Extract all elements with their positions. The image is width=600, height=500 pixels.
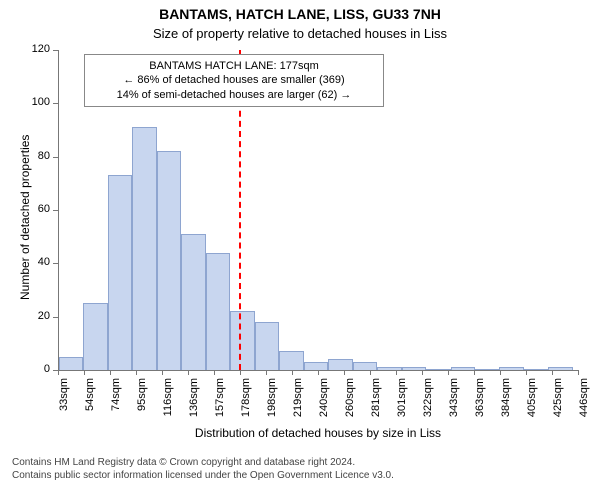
x-tick-mark bbox=[370, 370, 371, 375]
histogram-bar bbox=[157, 151, 181, 370]
x-tick-mark bbox=[474, 370, 475, 375]
y-tick-mark bbox=[53, 103, 58, 104]
y-tick-label: 80 bbox=[20, 150, 50, 162]
histogram-bar bbox=[59, 357, 83, 370]
y-tick-mark bbox=[53, 263, 58, 264]
x-tick-label: 95sqm bbox=[136, 378, 148, 428]
x-tick-label: 281sqm bbox=[370, 378, 382, 428]
y-tick-label: 60 bbox=[20, 203, 50, 215]
x-tick-mark bbox=[344, 370, 345, 375]
histogram-bar bbox=[328, 359, 352, 370]
x-tick-label: 157sqm bbox=[214, 378, 226, 428]
chart-title-sub: Size of property relative to detached ho… bbox=[0, 26, 600, 41]
y-tick-mark bbox=[53, 210, 58, 211]
histogram-bar bbox=[451, 367, 475, 370]
x-tick-label: 198sqm bbox=[266, 378, 278, 428]
histogram-bar bbox=[181, 234, 205, 370]
histogram-bar bbox=[377, 367, 401, 370]
histogram-bar bbox=[255, 322, 279, 370]
histogram-bar bbox=[132, 127, 156, 370]
x-tick-mark bbox=[214, 370, 215, 375]
x-tick-mark bbox=[500, 370, 501, 375]
histogram-bar bbox=[353, 362, 377, 370]
histogram-bar bbox=[279, 351, 303, 370]
x-tick-label: 260sqm bbox=[344, 378, 356, 428]
histogram-bar bbox=[524, 369, 548, 370]
plot-area: BANTAMS HATCH LANE: 177sqm← 86% of detac… bbox=[58, 50, 579, 371]
x-tick-label: 240sqm bbox=[318, 378, 330, 428]
histogram-bar bbox=[108, 175, 132, 370]
x-tick-mark bbox=[448, 370, 449, 375]
x-tick-mark bbox=[188, 370, 189, 375]
x-tick-label: 322sqm bbox=[422, 378, 434, 428]
x-tick-mark bbox=[552, 370, 553, 375]
footer-line-1: Contains HM Land Registry data © Crown c… bbox=[12, 456, 394, 469]
chart-title-main: BANTAMS, HATCH LANE, LISS, GU33 7NH bbox=[0, 6, 600, 22]
x-tick-mark bbox=[422, 370, 423, 375]
y-tick-label: 20 bbox=[20, 310, 50, 322]
annotation-line: 14% of semi-detached houses are larger (… bbox=[93, 88, 375, 102]
x-tick-label: 136sqm bbox=[188, 378, 200, 428]
x-tick-mark bbox=[266, 370, 267, 375]
histogram-bar bbox=[426, 369, 450, 370]
x-axis-label: Distribution of detached houses by size … bbox=[58, 426, 578, 440]
x-tick-label: 446sqm bbox=[578, 378, 590, 428]
x-tick-mark bbox=[318, 370, 319, 375]
x-tick-label: 74sqm bbox=[110, 378, 122, 428]
x-tick-label: 343sqm bbox=[448, 378, 460, 428]
footer-line-2: Contains public sector information licen… bbox=[12, 469, 394, 482]
annotation-box: BANTAMS HATCH LANE: 177sqm← 86% of detac… bbox=[84, 54, 384, 107]
x-tick-mark bbox=[84, 370, 85, 375]
annotation-line: BANTAMS HATCH LANE: 177sqm bbox=[93, 59, 375, 73]
histogram-bar bbox=[499, 367, 523, 370]
x-tick-label: 425sqm bbox=[552, 378, 564, 428]
x-tick-label: 384sqm bbox=[500, 378, 512, 428]
histogram-bar bbox=[304, 362, 328, 370]
histogram-bar bbox=[475, 369, 499, 370]
y-tick-label: 40 bbox=[20, 256, 50, 268]
y-tick-mark bbox=[53, 157, 58, 158]
histogram-bar bbox=[206, 253, 230, 370]
y-tick-mark bbox=[53, 317, 58, 318]
x-tick-label: 219sqm bbox=[292, 378, 304, 428]
x-tick-label: 301sqm bbox=[396, 378, 408, 428]
x-tick-mark bbox=[396, 370, 397, 375]
x-tick-mark bbox=[136, 370, 137, 375]
x-tick-mark bbox=[578, 370, 579, 375]
y-tick-label: 0 bbox=[20, 363, 50, 375]
x-tick-label: 33sqm bbox=[58, 378, 70, 428]
y-tick-label: 120 bbox=[20, 43, 50, 55]
x-tick-label: 178sqm bbox=[240, 378, 252, 428]
chart-footer: Contains HM Land Registry data © Crown c… bbox=[12, 456, 394, 482]
histogram-bar bbox=[83, 303, 107, 370]
x-tick-mark bbox=[58, 370, 59, 375]
x-tick-label: 116sqm bbox=[162, 378, 174, 428]
histogram-bar bbox=[230, 311, 254, 370]
x-tick-label: 405sqm bbox=[526, 378, 538, 428]
x-tick-label: 54sqm bbox=[84, 378, 96, 428]
annotation-line: ← 86% of detached houses are smaller (36… bbox=[93, 73, 375, 87]
x-tick-label: 363sqm bbox=[474, 378, 486, 428]
x-tick-mark bbox=[162, 370, 163, 375]
x-tick-mark bbox=[526, 370, 527, 375]
y-tick-label: 100 bbox=[20, 96, 50, 108]
histogram-chart: BANTAMS, HATCH LANE, LISS, GU33 7NH Size… bbox=[0, 0, 600, 500]
x-tick-mark bbox=[292, 370, 293, 375]
x-tick-mark bbox=[110, 370, 111, 375]
y-tick-mark bbox=[53, 50, 58, 51]
x-tick-mark bbox=[240, 370, 241, 375]
